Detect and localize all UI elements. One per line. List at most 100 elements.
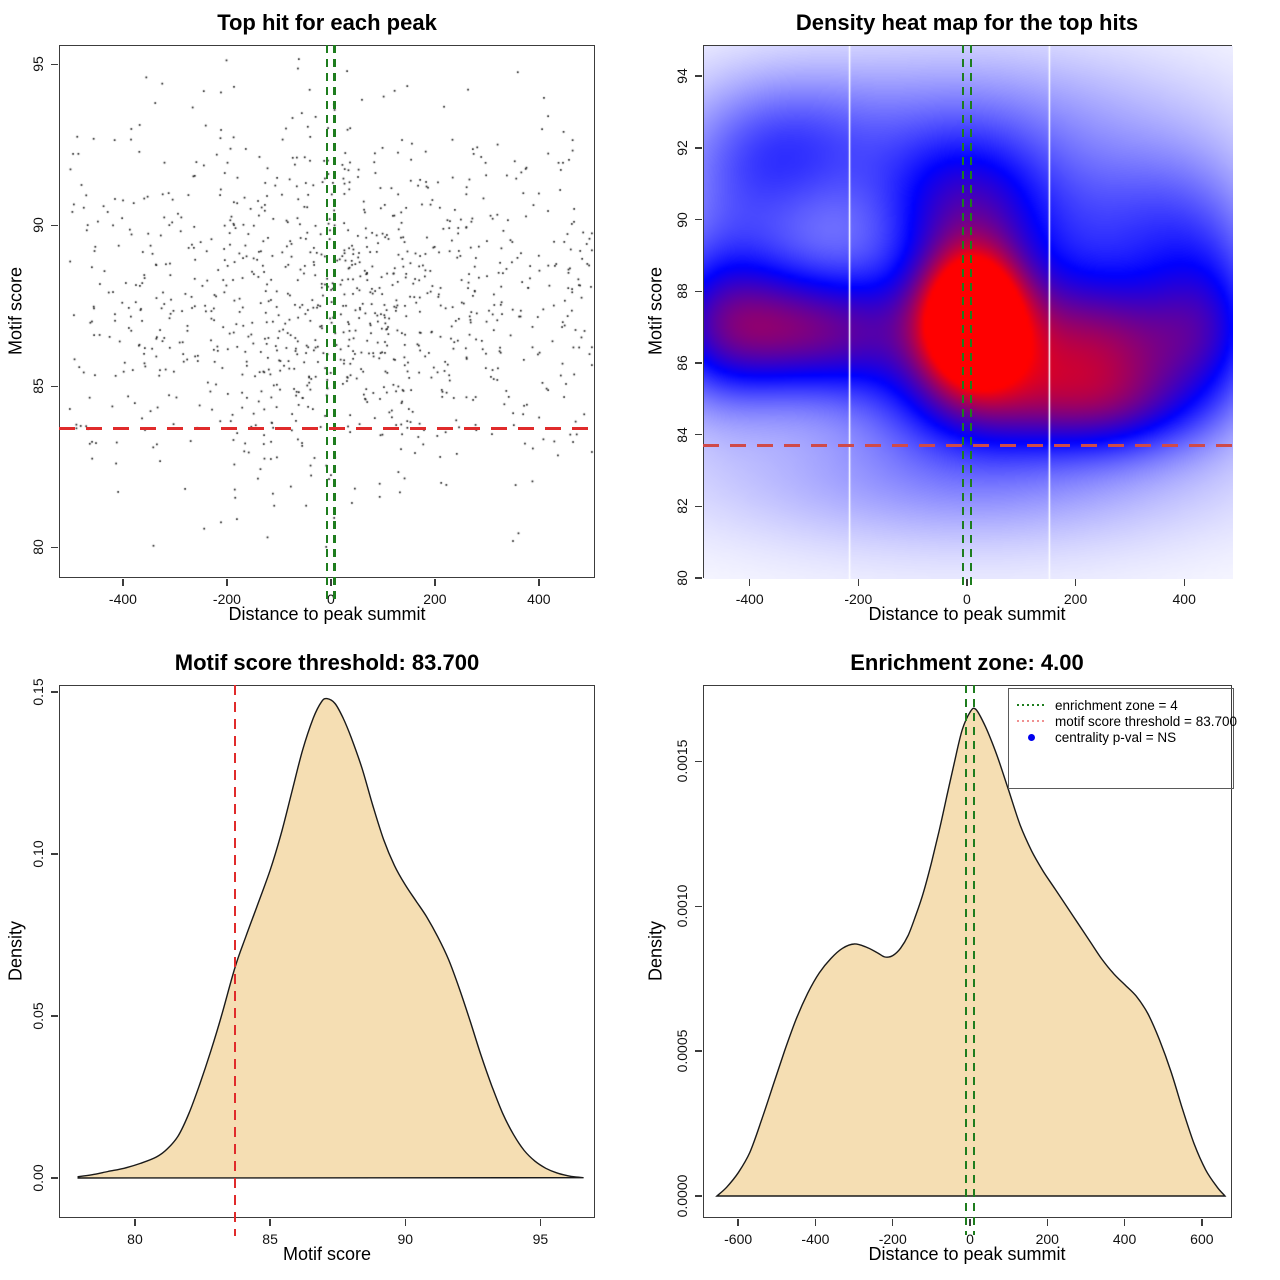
x-tick-mark [1046,1219,1048,1226]
x-tick-label: 600 [1190,1231,1214,1247]
x-tick-label: -400 [801,1231,830,1247]
score-density-plot-area [59,685,595,1218]
green-dotted-line-icon [1017,697,1045,713]
y-tick-label: 95 [30,56,46,73]
x-tick-label: -400 [108,591,137,607]
x-tick-mark [434,579,436,586]
x-tick-label: 0 [326,591,335,607]
blue-dot-icon [1017,729,1045,745]
x-tick-label: 80 [127,1231,143,1247]
panel-distance-density: Enrichment zone: 4.00 Density Distance t… [640,640,1280,1280]
y-axis-title: Density [645,920,666,982]
x-tick-label: 400 [1172,591,1196,607]
panel-heatmap: Density heat map for the top hits Motif … [640,0,1280,640]
x-tick-label: 200 [1063,591,1088,607]
x-tick-label: 95 [532,1231,549,1247]
x-tick-mark [538,579,540,586]
y-axis-title: Motif score [645,266,666,356]
y-tick-mark [51,691,58,693]
panel-score-density: Motif score threshold: 83.700 Density Mo… [0,640,640,1280]
x-tick-label: 400 [527,591,551,607]
enrichment-zone-line [972,685,976,1235]
x-tick-mark [134,1219,136,1226]
x-tick-mark [330,579,332,586]
x-tick-label: -400 [735,591,764,607]
x-axis-title: Distance to peak summit [228,604,426,624]
x-tick-mark [1183,579,1185,586]
y-tick-label: 0.05 [30,1002,46,1030]
legend-label: motif score threshold = 83.700 [1055,713,1237,729]
x-tick-label: 90 [397,1231,414,1247]
y-tick-mark [695,433,702,436]
y-tick-mark [51,853,58,855]
y-tick-mark [695,290,702,292]
legend: enrichment zone = 4 motif score threshol… [1008,688,1237,789]
y-tick-label: 0.00 [30,1164,46,1192]
x-tick-mark [814,1219,817,1226]
y-tick-label: 0.0010 [674,884,690,928]
x-tick-mark [269,1219,271,1226]
y-tick-mark [51,224,58,227]
y-tick-mark [51,546,58,549]
x-tick-mark [749,579,751,586]
motif-threshold-line [59,426,595,430]
y-tick-label: 80 [674,570,690,586]
y-tick-mark [695,905,702,907]
y-tick-label: 85 [30,378,46,395]
y-tick-label: 86 [674,355,690,371]
x-tick-label: 85 [262,1231,278,1247]
x-tick-mark [1201,1219,1203,1226]
y-tick-mark [51,1177,58,1179]
legend-item-motif-threshold: motif score threshold = 83.700 [1009,713,1237,729]
y-tick-label: 0.0000 [674,1174,690,1218]
y-tick-mark [695,75,702,77]
y-tick-mark [695,505,702,507]
y-tick-mark [695,362,702,364]
x-tick-label: -200 [212,591,241,607]
x-tick-mark [966,579,968,586]
x-tick-label: -600 [724,1231,753,1247]
y-axis-title: Density [5,920,26,982]
x-tick-label: 200 [423,591,447,607]
red-dotted-line-icon [1017,713,1045,729]
x-tick-mark [857,579,860,586]
y-tick-label: 94 [674,68,690,84]
heatmap-canvas [704,46,1233,579]
panel-scatter: Top hit for each peak Motif score Distan… [0,0,640,640]
y-tick-label: 88 [674,283,690,300]
y-tick-label: 80 [30,539,46,556]
y-tick-mark [695,1195,702,1197]
enrichment-zone-line [333,45,337,602]
x-tick-mark [1123,1219,1126,1226]
x-axis-title: Distance to peak summit [868,1244,1066,1264]
enrichment-zone-line [964,685,968,1235]
y-tick-label: 84 [674,426,690,443]
x-tick-label: -200 [878,1231,907,1247]
y-tick-mark [695,218,702,221]
y-tick-mark [695,577,702,579]
x-tick-mark [539,1219,542,1226]
x-tick-label: 200 [1035,1231,1059,1247]
legend-item-centrality-pval: centrality p-val = NS [1009,729,1233,745]
x-tick-label: -200 [844,591,873,607]
x-axis-title: Distance to peak summit [868,604,1066,624]
enrichment-zone-line [325,45,329,602]
x-tick-mark [122,579,124,586]
y-tick-mark [51,385,58,388]
x-tick-mark [892,1219,894,1226]
legend-label: enrichment zone = 4 [1055,697,1178,713]
x-tick-label: 0 [963,591,971,607]
y-tick-label: 92 [674,140,690,156]
y-tick-label: 0.0015 [674,740,690,783]
x-tick-mark [1074,579,1077,586]
x-tick-mark [404,1219,406,1226]
page-title: Top hit for each peak [217,10,437,35]
enrichment-zone-line [961,45,965,585]
y-tick-mark [695,760,702,763]
legend-label: centrality p-val = NS [1055,729,1177,745]
y-tick-label: 0.0005 [674,1029,690,1073]
page-title: Density heat map for the top hits [795,10,1139,35]
y-tick-label: 0.10 [30,840,46,868]
motif-threshold-line [703,444,1232,447]
